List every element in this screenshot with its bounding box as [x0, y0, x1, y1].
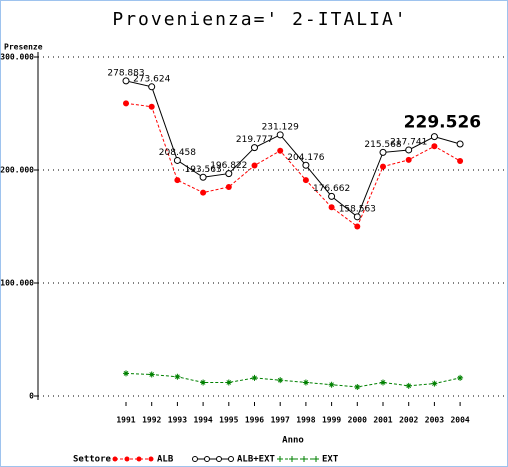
- data-label: 196.822: [210, 161, 247, 171]
- series-line: [125, 80, 461, 218]
- point: [379, 148, 387, 156]
- data-label: 217.741: [390, 137, 427, 147]
- point: [431, 143, 438, 150]
- x-tick-label: 2000: [348, 416, 367, 425]
- point: [430, 133, 438, 141]
- point: [380, 163, 386, 170]
- y-tick-label: 0: [29, 392, 34, 401]
- point: [431, 380, 438, 387]
- data-label: 158.563: [339, 204, 376, 214]
- point: [148, 83, 156, 91]
- point: [173, 156, 181, 164]
- y-tick-label: 100.000: [0, 279, 34, 288]
- x-tick-label: 1992: [142, 416, 161, 425]
- point: [328, 381, 335, 388]
- point: [199, 173, 207, 181]
- point: [353, 213, 361, 221]
- data-label: 219.777: [236, 135, 273, 145]
- legend-label: ALB+EXT: [237, 455, 276, 465]
- x-tick-label: 2004: [450, 416, 469, 425]
- point: [328, 204, 335, 211]
- point: [200, 189, 207, 196]
- point: [380, 379, 386, 386]
- x-tick-label: 1993: [168, 416, 187, 425]
- point: [302, 161, 310, 169]
- point: [251, 374, 258, 381]
- legend-marker: [301, 456, 307, 462]
- data-label: 193.563: [184, 165, 221, 175]
- legend-marker: [313, 456, 319, 462]
- point: [123, 100, 129, 107]
- point: [148, 103, 155, 110]
- point: [123, 370, 129, 377]
- point: [354, 383, 361, 390]
- legend-marker: [112, 456, 118, 462]
- point: [405, 146, 413, 154]
- data-label: 176.662: [313, 184, 350, 194]
- data-label: 215.568: [364, 140, 401, 150]
- point: [276, 131, 284, 139]
- data-label: 278.883: [107, 68, 144, 78]
- x-tick-label: 1994: [193, 416, 212, 425]
- x-tick-label: 1999: [322, 416, 341, 425]
- point: [328, 192, 336, 200]
- point: [251, 162, 258, 169]
- x-tick-label: 1996: [245, 416, 264, 425]
- y-tick-label: 200.000: [0, 166, 34, 175]
- y-tick-label: 300.000: [0, 53, 34, 62]
- data-label: 208.458: [159, 148, 196, 158]
- legend-marker: [204, 456, 210, 462]
- data-label: 273.624: [133, 74, 170, 84]
- legend-marker: [148, 456, 154, 462]
- legend-label: EXT: [322, 455, 339, 465]
- point: [148, 371, 155, 378]
- legend-marker: [216, 456, 222, 462]
- point: [225, 183, 232, 190]
- point: [251, 144, 258, 152]
- series-line: [125, 102, 461, 228]
- legend-marker: [124, 456, 130, 462]
- series-line: [125, 372, 461, 388]
- point: [354, 223, 361, 230]
- point: [457, 374, 464, 381]
- x-tick-label: 1998: [296, 416, 315, 425]
- point: [277, 147, 284, 154]
- point: [405, 382, 412, 389]
- point: [277, 377, 284, 384]
- point: [302, 379, 309, 386]
- point: [174, 177, 181, 184]
- x-axis-label: Anno: [282, 436, 304, 446]
- x-tick-label: 1991: [116, 416, 135, 425]
- legend-marker: [228, 456, 234, 462]
- point: [225, 170, 233, 178]
- data-label: 229.526: [404, 113, 481, 133]
- legend-marker: [277, 456, 283, 462]
- point: [122, 77, 130, 85]
- x-tick-label: 1997: [271, 416, 290, 425]
- point: [405, 156, 412, 163]
- legend-marker: [192, 456, 198, 462]
- legend-marker: [136, 456, 142, 462]
- point: [225, 379, 232, 386]
- point: [302, 177, 309, 184]
- chart-title: Provenienza=' 2-ITALIA': [112, 9, 407, 30]
- data-label: 204.176: [287, 153, 324, 163]
- x-tick-label: 2003: [425, 416, 444, 425]
- legend-title: Settore: [73, 455, 112, 465]
- legend-marker: [289, 456, 295, 462]
- x-tick-label: 2002: [399, 416, 418, 425]
- y-axis-label: Presenze: [4, 43, 43, 52]
- x-tick-label: 1995: [219, 416, 238, 425]
- point: [456, 140, 464, 148]
- x-tick-label: 2001: [373, 416, 392, 425]
- data-label: 231.129: [262, 122, 299, 132]
- point: [174, 373, 181, 380]
- point: [457, 157, 464, 164]
- point: [200, 379, 207, 386]
- legend-label: ALB: [157, 455, 174, 465]
